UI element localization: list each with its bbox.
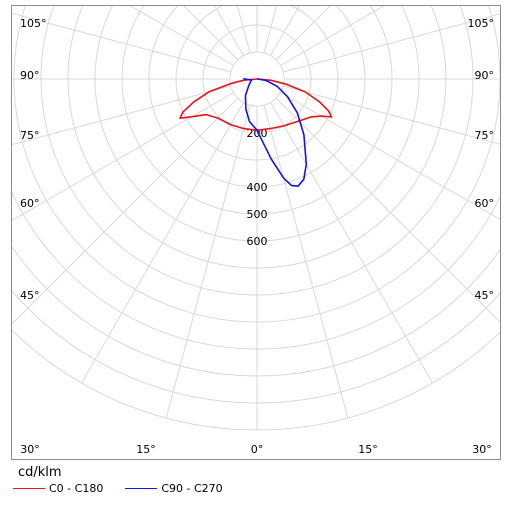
series-c0-c180-curve bbox=[179, 78, 333, 132]
grid-spoke bbox=[12, 92, 234, 222]
grid-spoke bbox=[280, 6, 385, 66]
angle-label-left: 45° bbox=[20, 289, 40, 302]
angle-label-left: 90° bbox=[20, 69, 40, 82]
angle-label-bottom: 15° bbox=[358, 443, 378, 456]
radial-tick-label: 600 bbox=[247, 235, 268, 248]
unit-label: cd/klm bbox=[18, 465, 62, 480]
legend-item-c0-c180: C0 - C180 bbox=[13, 482, 103, 495]
legend-swatch-c90-c270 bbox=[125, 488, 158, 489]
angle-label-bottom: 30° bbox=[472, 443, 492, 456]
grid-spoke bbox=[263, 104, 349, 419]
grid-spoke bbox=[81, 102, 244, 384]
legend-swatch-c0-c180 bbox=[13, 488, 45, 489]
grid-spoke bbox=[12, 12, 232, 73]
angle-label-bottom: 30° bbox=[20, 443, 40, 456]
grid-spoke bbox=[12, 85, 232, 146]
grid-spoke bbox=[12, 97, 239, 325]
radial-tick-label: 500 bbox=[247, 208, 268, 221]
legend: C0 - C180 C90 - C270 bbox=[13, 482, 245, 495]
angle-label-bottom: 15° bbox=[136, 443, 156, 456]
angle-label-right: 60° bbox=[475, 197, 495, 210]
grid-spoke bbox=[165, 104, 251, 419]
legend-label-c90-c270: C90 - C270 bbox=[161, 482, 223, 495]
angle-label-left: 60° bbox=[20, 197, 40, 210]
grid-spoke bbox=[214, 6, 244, 56]
angle-label-bottom: 0° bbox=[251, 443, 264, 456]
angle-label-right: 45° bbox=[475, 289, 495, 302]
legend-item-c90-c270: C90 - C270 bbox=[125, 482, 223, 495]
legend-label-c0-c180: C0 - C180 bbox=[49, 482, 104, 495]
angle-label-right: 105° bbox=[468, 17, 495, 30]
angle-label-right: 90° bbox=[475, 69, 495, 82]
grid-spoke bbox=[275, 6, 331, 61]
grid-spoke bbox=[129, 6, 234, 66]
grid-spoke bbox=[270, 6, 300, 56]
series-c90-c270-curve bbox=[243, 77, 308, 187]
grid-spoke bbox=[183, 6, 239, 61]
angle-label-left: 75° bbox=[20, 129, 40, 142]
grid-spoke bbox=[270, 102, 433, 384]
angle-label-right: 75° bbox=[475, 129, 495, 142]
grid-spoke bbox=[282, 13, 500, 73]
grid-spoke bbox=[275, 97, 500, 323]
polar-chart: 200 400 500 600 105° 105° 90° 90° 75° 75° 60° 60° 45… bbox=[11, 5, 501, 460]
radial-tick-label: 400 bbox=[247, 181, 268, 194]
grid-spoke bbox=[280, 92, 500, 220]
grid-spoke bbox=[282, 85, 500, 145]
angle-label-left: 105° bbox=[20, 17, 47, 30]
